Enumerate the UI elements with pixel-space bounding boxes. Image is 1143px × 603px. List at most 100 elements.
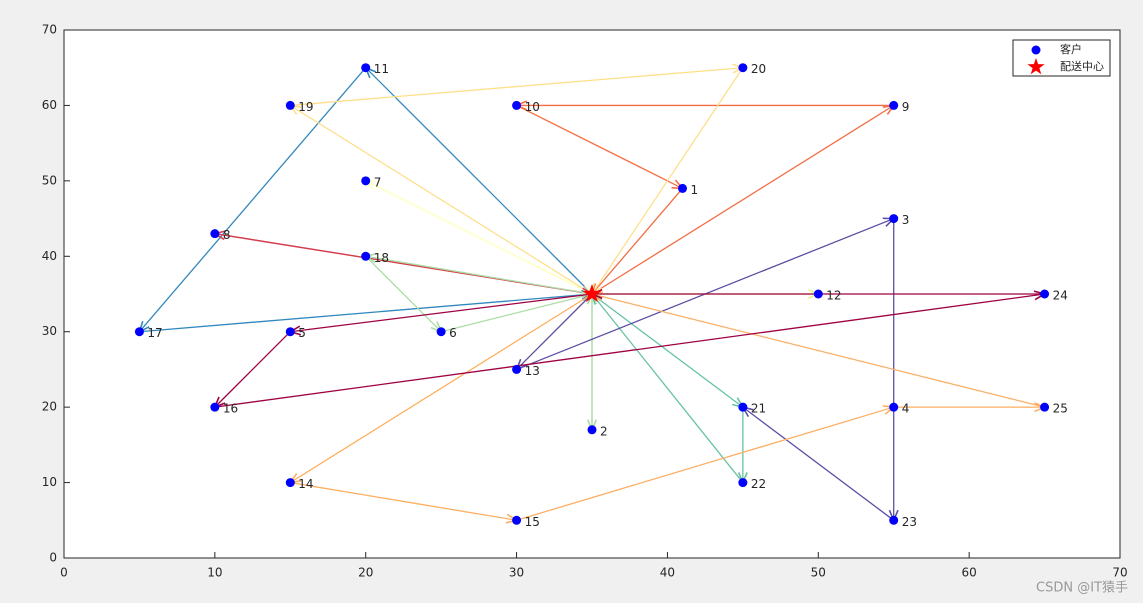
route-segment: [365, 255, 442, 333]
customer-point: [738, 478, 748, 488]
y-tick-label: 10: [42, 475, 57, 489]
route-segment: [289, 104, 593, 295]
legend-label: 客户: [1060, 42, 1082, 56]
customer-point: [285, 100, 295, 110]
y-tick-label: 70: [42, 23, 57, 37]
route-segment: [516, 406, 894, 521]
route-segment: [290, 481, 517, 521]
y-tick-label: 30: [42, 324, 57, 338]
route-segment: [591, 293, 1045, 408]
customer-label: 15: [525, 515, 540, 529]
customer-label: 12: [826, 289, 841, 303]
customer-label: 23: [902, 515, 917, 529]
customer-label: 4: [902, 402, 910, 416]
customer-point: [587, 425, 597, 435]
customer-point: [285, 478, 295, 488]
customer-label: 14: [298, 477, 313, 491]
customer-label: 17: [147, 326, 162, 340]
y-tick-label: 20: [42, 400, 57, 414]
customer-label: 24: [1053, 289, 1068, 303]
customer-point: [889, 214, 899, 224]
x-tick-label: 60: [962, 566, 977, 580]
customer-label: 2: [600, 424, 608, 438]
customer-point: [813, 289, 823, 299]
customer-label: 8: [223, 228, 231, 242]
customer-point: [738, 63, 748, 73]
customer-point: [889, 402, 899, 412]
customer-point: [889, 515, 899, 525]
customer-point: [361, 63, 371, 73]
route-segment: [591, 67, 744, 295]
watermark: CSDN @IT猿手: [1036, 581, 1128, 596]
route-segment: [516, 104, 683, 189]
legend-label: 配送中心: [1060, 59, 1104, 73]
route-segment: [591, 187, 684, 295]
route-segment: [516, 293, 593, 370]
customer-label: 1: [691, 183, 699, 197]
customer-point: [678, 183, 688, 193]
route-segment: [365, 67, 593, 295]
x-tick-label: 10: [207, 566, 222, 580]
customer-label: 16: [223, 402, 238, 416]
customer-point: [1040, 402, 1050, 412]
route-segment: [290, 293, 593, 333]
route-segment: [290, 67, 743, 107]
customer-point: [210, 402, 220, 412]
y-tick-label: 0: [49, 551, 57, 565]
customer-label: 7: [374, 175, 382, 189]
customer-label: 18: [374, 251, 389, 265]
customer-point: [361, 176, 371, 186]
customer-point: [1040, 289, 1050, 299]
customer-point: [738, 402, 748, 412]
route-segment: [139, 293, 593, 333]
customer-label: 6: [449, 326, 457, 340]
depot-point: [582, 284, 602, 303]
route-segment: [440, 293, 593, 333]
route-segment: [742, 406, 895, 521]
y-tick-label: 60: [42, 98, 57, 112]
customer-label: 3: [902, 213, 910, 227]
customer-point: [512, 100, 522, 110]
customer-label: 9: [902, 100, 910, 114]
customer-point: [436, 327, 446, 337]
customer-point: [210, 229, 220, 239]
customer-label: 22: [751, 477, 766, 491]
x-tick-label: 0: [60, 566, 68, 580]
customer-label: 19: [298, 100, 313, 114]
legend-marker: [1031, 45, 1041, 55]
customer-label: 5: [298, 326, 306, 340]
route-segment: [591, 104, 895, 295]
customer-label: 20: [751, 62, 766, 76]
customer-point: [134, 327, 144, 337]
x-tick-label: 30: [509, 566, 524, 580]
customer-point: [889, 100, 899, 110]
customer-point: [512, 364, 522, 374]
x-tick-label: 20: [358, 566, 373, 580]
legend: 客户 配送中心: [1012, 39, 1111, 77]
customer-label: 11: [374, 62, 389, 76]
customer-label: 25: [1053, 402, 1068, 416]
route-segment: [591, 293, 744, 408]
customer-label: 21: [751, 402, 766, 416]
route-segment: [214, 293, 1045, 408]
route-segment: [365, 180, 593, 295]
y-tick-label: 40: [42, 249, 57, 263]
route-segment: [591, 293, 744, 483]
y-tick-label: 50: [42, 173, 57, 187]
axes-box: [63, 29, 1121, 559]
x-tick-label: 50: [811, 566, 826, 580]
route-segment: [214, 331, 291, 408]
customer-point: [361, 251, 371, 261]
route-segment: [365, 255, 593, 295]
legend-marker: [1027, 58, 1045, 75]
legend-box: [1012, 39, 1111, 77]
customer-label: 13: [525, 364, 540, 378]
customer-label: 10: [525, 100, 540, 114]
route-segment: [138, 67, 367, 333]
customer-point: [285, 327, 295, 337]
customer-point: [512, 515, 522, 525]
x-tick-label: 70: [1112, 566, 1127, 580]
route-segment: [289, 293, 593, 484]
x-tick-label: 40: [660, 566, 675, 580]
